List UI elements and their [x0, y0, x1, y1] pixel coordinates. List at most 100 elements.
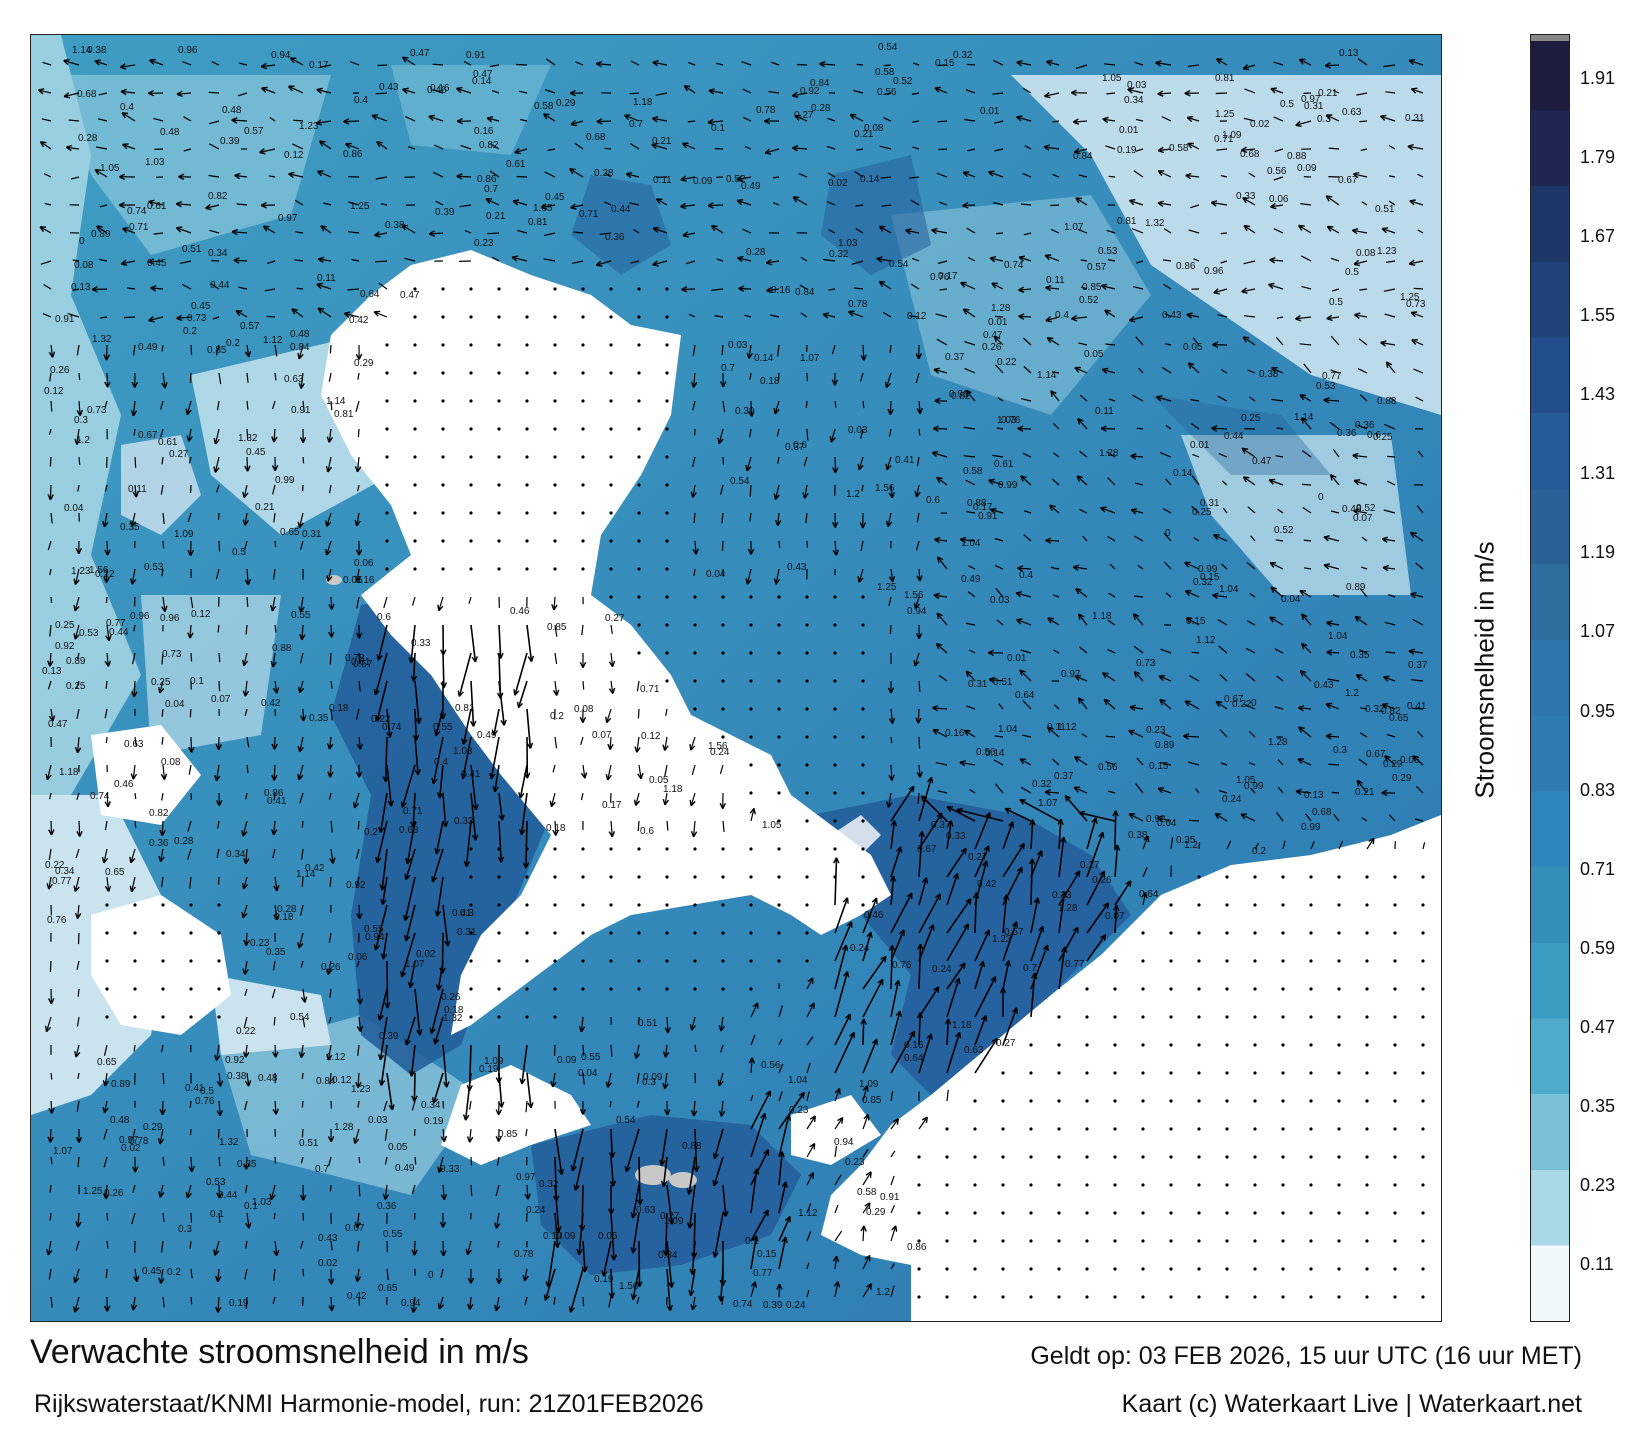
current-arrow	[988, 479, 1004, 486]
current-arrow	[47, 1240, 52, 1256]
speed-value-label: 0.44	[210, 280, 230, 291]
arrow-head	[1411, 339, 1417, 345]
arrow-head	[519, 1078, 523, 1085]
speed-value-label: 1.12	[263, 335, 283, 346]
current-arrow	[1058, 870, 1081, 906]
arrow-head	[245, 1051, 250, 1058]
arrow-head	[122, 144, 128, 150]
grid-dot	[1197, 903, 1201, 907]
current-arrow	[162, 1296, 165, 1308]
current-arrow	[1134, 61, 1144, 66]
grid-dot	[133, 1015, 137, 1019]
arrow-head	[272, 687, 278, 694]
grid-dot	[1393, 1071, 1397, 1075]
arrow-head	[773, 578, 777, 585]
speed-value-label: 0.56	[1267, 166, 1287, 177]
arrow-head	[611, 660, 616, 667]
current-arrow	[330, 400, 333, 411]
arrow-head	[373, 311, 379, 317]
arrow-head	[1044, 254, 1050, 261]
grid-dot	[1029, 1155, 1033, 1159]
current-arrow	[328, 932, 332, 943]
current-arrow	[215, 344, 220, 356]
current-arrow	[354, 1128, 360, 1144]
current-arrow	[76, 652, 80, 660]
arrow-head	[1241, 287, 1247, 293]
arrow-head	[1050, 390, 1053, 397]
arrow-head	[1159, 698, 1166, 702]
current-arrow	[1136, 427, 1144, 430]
current-arrow	[246, 344, 250, 357]
current-arrow	[356, 512, 360, 527]
current-arrow	[1211, 427, 1228, 430]
grid-dot	[1085, 1099, 1089, 1103]
current-arrow	[1190, 423, 1200, 430]
current-arrow	[327, 1044, 332, 1061]
arrow-head	[243, 660, 249, 667]
speed-value-label: 0.11	[1095, 406, 1114, 417]
grid-dot	[133, 903, 137, 907]
arrow-head	[215, 1055, 221, 1061]
current-arrow	[161, 568, 164, 577]
current-arrow	[127, 287, 136, 290]
current-arrow	[294, 259, 304, 262]
arrow-head	[916, 1012, 921, 1019]
arrow-head	[1134, 670, 1141, 675]
arrow-head	[106, 1305, 111, 1312]
arrow-head	[159, 1192, 165, 1198]
arrow-head	[402, 56, 409, 59]
grid-dot	[1309, 1267, 1313, 1271]
current-arrow	[543, 232, 556, 237]
arrow-head	[325, 548, 328, 556]
current-arrow	[932, 729, 948, 738]
speed-value-label: 0.73	[1136, 658, 1156, 669]
current-arrow	[132, 1296, 136, 1311]
grid-dot	[637, 959, 641, 963]
current-arrow	[301, 1128, 304, 1138]
arrow-head	[1100, 425, 1107, 430]
current-arrow	[358, 652, 361, 664]
grid-dot	[777, 903, 781, 907]
current-arrow	[1366, 837, 1375, 850]
current-arrow	[49, 1128, 52, 1143]
current-arrow	[1142, 892, 1147, 906]
speed-value-label: 0.6	[377, 612, 391, 623]
current-arrow	[681, 288, 696, 291]
arrow-head	[1019, 799, 1024, 805]
arrow-head	[1073, 787, 1079, 793]
current-arrow	[1131, 509, 1144, 514]
speed-value-label: 0.84	[795, 287, 815, 298]
arrow-head	[682, 234, 689, 238]
current-arrow	[38, 89, 52, 94]
speed-value-label: 0.31	[302, 529, 322, 540]
speed-value-label: 0.63	[636, 1205, 656, 1216]
current-arrow	[1303, 567, 1312, 570]
grid-dot	[469, 1015, 473, 1019]
grid-dot	[1309, 903, 1313, 907]
speed-value-label: 0.81	[1117, 216, 1137, 227]
arrow-head	[412, 1307, 418, 1313]
arrow-head	[40, 141, 47, 144]
arrow-head	[662, 744, 666, 751]
current-arrow	[435, 708, 444, 737]
speed-value-label: 0.56	[761, 1060, 781, 1071]
grid-dot	[665, 567, 669, 571]
arrow-head	[652, 227, 659, 233]
current-arrow	[860, 428, 864, 439]
arrow-head	[1213, 534, 1219, 540]
speed-value-label: 0.24	[526, 1205, 546, 1216]
arrow-head	[1074, 151, 1081, 155]
current-speed-map[interactable]: 0.27 0.21 0.16 0.24 0.19 0.11 0.12 0.2 0.26 0.3 0.…	[30, 34, 1442, 1322]
current-arrow	[1327, 225, 1340, 234]
speed-value-label: 0.09	[693, 176, 713, 187]
current-arrow	[130, 848, 136, 864]
current-arrow	[1381, 228, 1396, 234]
arrow-head	[1240, 813, 1246, 820]
arrow-head	[148, 200, 154, 206]
arrow-head	[413, 1249, 418, 1256]
arrow-head	[1047, 726, 1054, 730]
arrow-head	[300, 1052, 306, 1058]
current-arrow	[1142, 835, 1149, 850]
current-arrow	[1215, 701, 1228, 710]
speed-value-label: 0.01	[1007, 653, 1027, 664]
